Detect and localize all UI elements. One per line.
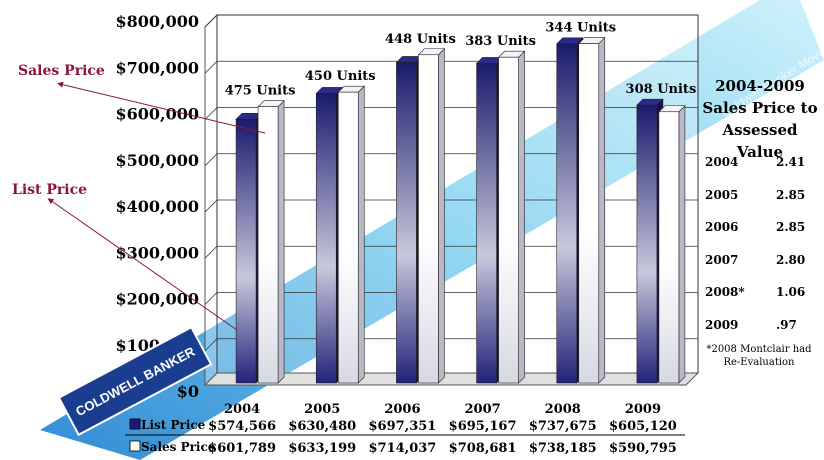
bar-side: [678, 105, 686, 384]
bar-list-price: [235, 118, 257, 384]
gridline: [204, 245, 698, 259]
gridline: [204, 338, 698, 352]
bar-sales-price: [418, 54, 439, 384]
ratio-value: 2.80: [776, 252, 806, 267]
gridline: [204, 14, 698, 28]
units-label: 450 Units: [305, 69, 376, 84]
gridline: [204, 292, 698, 305]
bar-sales-price: [498, 56, 519, 384]
ratio-year: 2005: [705, 187, 739, 202]
legend-list-label: List Price: [141, 418, 206, 432]
units-label: 448 Units: [385, 32, 456, 47]
gridline: [204, 107, 698, 120]
footnote-line2: Re-Evaluation: [723, 357, 795, 368]
ratio-value: 2.85: [776, 187, 806, 202]
footnote-line1: *2008 Montclair had: [706, 344, 812, 355]
legend-swatch-sales: [129, 440, 141, 452]
ratio-value: .97: [776, 317, 797, 332]
list-price-value: $737,675: [529, 419, 597, 434]
gridlines: [204, 14, 698, 352]
y-tick-label: $600,000: [116, 105, 200, 124]
y-tick-label: $0: [177, 382, 199, 401]
y-tick-label: $700,000: [116, 58, 200, 77]
sales-price-value: $633,199: [288, 441, 356, 456]
x-tick-label: 2009: [625, 402, 661, 417]
y-tick-label: $300,000: [116, 243, 200, 262]
bar-list-price: [556, 43, 578, 384]
ratio-footnote: *2008 Montclair had Re-Evaluation: [700, 343, 818, 369]
ratio-value: 2.41: [776, 155, 806, 169]
sales-price-arrow: [57, 81, 266, 134]
ratio-title-line2: Sales Price to: [702, 99, 818, 117]
gridline: [204, 153, 698, 167]
y-tick-label: $800,000: [116, 12, 200, 31]
bar-list-price: [315, 93, 337, 384]
sales-price-value: $738,185: [529, 441, 597, 456]
bar-sales-price: [337, 91, 359, 384]
gridline: [204, 60, 698, 74]
ratio-year: 2004: [705, 155, 739, 169]
x-tick-label: 2007: [464, 402, 500, 417]
gridline: [204, 199, 698, 213]
bar-side: [277, 99, 285, 384]
bar-list-price: [396, 62, 417, 384]
unit-labels: 475 Units 450 Units 448 Units 383 Units 344 …: [225, 21, 697, 99]
ratio-year: 2008*: [705, 285, 745, 299]
ratio-value: 1.06: [776, 285, 806, 299]
bar-sales-price: [658, 111, 680, 384]
ratio-year: 2007: [705, 252, 739, 267]
y-tick-label: $500,000: [116, 151, 200, 170]
ratio-title-line3: Assessed Value: [722, 121, 798, 161]
ratio-title-line1: 2004-2009: [715, 77, 805, 95]
x-tick-label: 2008: [545, 402, 581, 417]
bar-sales-price: [578, 43, 600, 384]
y-tick-label: $200,000: [116, 290, 200, 309]
plot-frame: [203, 13, 700, 387]
units-label: 383 Units: [465, 34, 536, 49]
legend-swatch-list: [129, 418, 141, 430]
list-price-value: $697,351: [368, 419, 436, 434]
sales-price-value: $601,789: [208, 441, 276, 456]
units-label: 308 Units: [626, 82, 697, 97]
ratio-year: 2006: [705, 220, 739, 234]
x-tick-label: 2004: [224, 402, 260, 417]
bar-side: [438, 48, 445, 384]
units-label: 344 Units: [545, 21, 616, 36]
bar-side: [598, 36, 606, 384]
x-tick-label: 2005: [304, 402, 340, 417]
x-tick-label: 2006: [384, 402, 420, 417]
bar-side: [518, 50, 525, 384]
y-tick-label: $400,000: [116, 197, 200, 216]
list-price-annotation: List Price: [12, 182, 88, 198]
sales-price-annotation: Sales Price: [18, 63, 105, 79]
ratio-value: 2.85: [776, 220, 806, 234]
sales-price-value: $708,681: [449, 441, 517, 456]
bar-side: [357, 85, 365, 384]
legend-sales-label: Sales Price: [141, 440, 216, 454]
list-price-value: $605,120: [609, 419, 677, 434]
bar-list-price: [476, 63, 497, 384]
list-price-arrow: [47, 198, 238, 331]
data-table: List Price Sales Price 2004 $574,566 $601,78…: [125, 402, 685, 456]
sales-price-value: $590,795: [609, 441, 677, 456]
ratio-year: 2009: [705, 317, 739, 332]
bar-list-price: [636, 104, 658, 384]
sales-price-value: $714,037: [368, 441, 436, 456]
units-label: 475 Units: [225, 84, 296, 99]
bar-sales-price: [257, 106, 279, 384]
list-price-value: $630,480: [288, 419, 356, 434]
list-price-value: $574,566: [208, 419, 276, 434]
bars-group: [235, 36, 686, 384]
list-price-value: $695,167: [449, 419, 517, 434]
